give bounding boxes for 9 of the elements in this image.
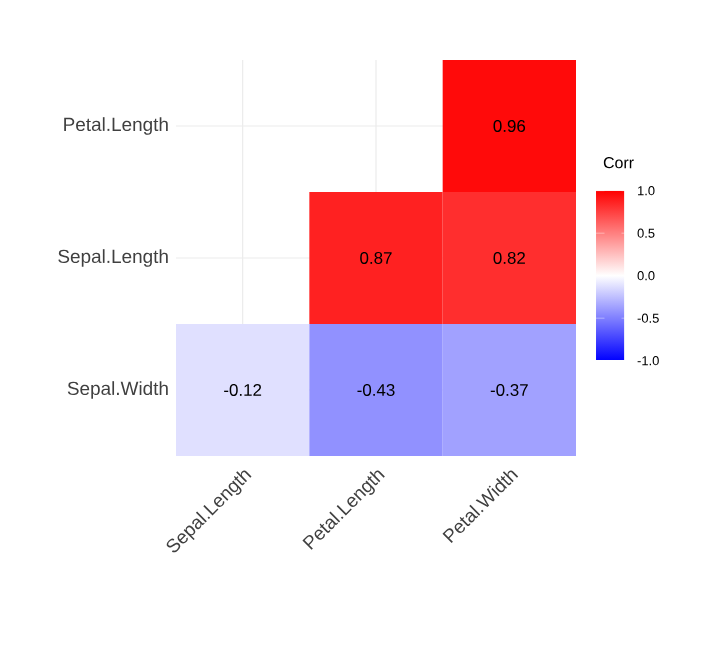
- data-label: -0.43: [357, 384, 395, 396]
- y-tick-label: Sepal.Length: [58, 249, 168, 267]
- data-label: 0.87: [360, 252, 392, 264]
- data-label: 0.96: [493, 120, 526, 132]
- data-label: -0.12: [224, 384, 262, 396]
- data-label: 0.82: [493, 252, 525, 264]
- y-tick-label: Petal.Length: [64, 117, 168, 135]
- y-tick-label: Sepal.Width: [67, 381, 168, 399]
- data-label: -0.37: [490, 384, 528, 396]
